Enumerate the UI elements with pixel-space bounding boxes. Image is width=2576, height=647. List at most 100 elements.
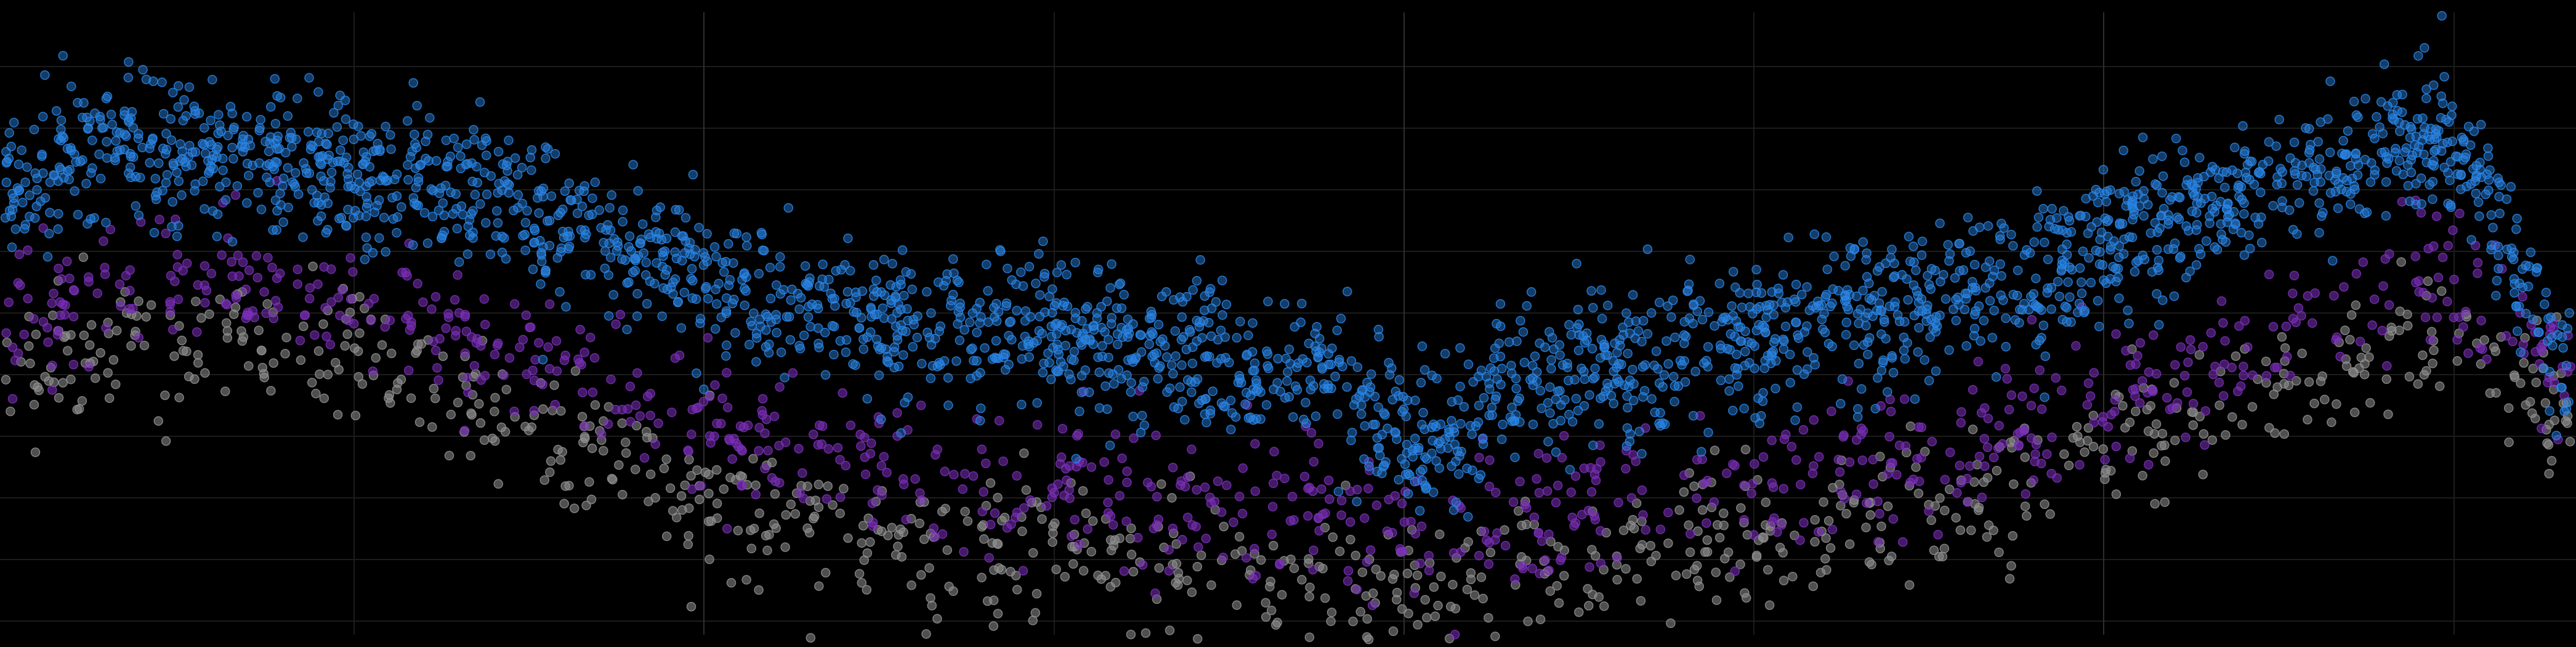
data-point [1037,328,1047,338]
data-point [2492,275,2502,286]
data-point [150,174,161,184]
data-point [1250,543,1259,554]
data-point [1663,508,1673,518]
data-point [168,325,178,335]
data-point [434,188,445,198]
data-point [1909,257,1919,267]
data-point [2514,301,2524,311]
data-point [2431,211,2442,221]
data-point [2360,94,2370,104]
data-point [983,286,993,296]
data-point [1182,512,1193,523]
data-point [2135,398,2145,408]
data-point [233,250,243,261]
data-point [1951,315,1961,325]
data-point [1581,328,1592,338]
data-point [916,401,926,410]
data-point [650,439,660,449]
data-point [2170,360,2180,370]
data-point [820,568,831,578]
data-point [1166,360,1177,370]
data-point [2564,308,2574,318]
data-point [764,348,774,358]
data-point [361,202,372,213]
data-point [2089,368,2099,378]
data-point [1590,515,1601,525]
data-point [1302,357,1312,368]
data-point [2047,204,2057,214]
data-point [564,242,575,251]
data-point [1197,333,1207,343]
data-point [125,285,135,296]
data-point [2032,222,2042,232]
data-point [1945,249,1955,259]
data-point [1913,291,1923,301]
data-point [835,492,846,502]
data-point [692,465,702,475]
data-point [1465,421,1476,431]
data-point [527,145,537,155]
data-point [982,259,991,269]
data-point [644,497,653,507]
data-point [804,301,814,312]
data-point [2249,179,2259,189]
data-point [499,176,510,186]
data-point [1208,386,1218,396]
data-point [1546,364,1556,374]
data-point [2168,244,2179,254]
data-point [490,436,500,446]
data-point [2341,149,2352,159]
data-point [876,526,887,536]
data-point [124,304,135,314]
data-point [657,311,667,321]
data-point [1420,595,1430,605]
data-point [453,142,463,153]
data-point [672,298,683,307]
data-point [2001,313,2011,324]
data-point [1333,486,1344,497]
data-point [1188,285,1198,295]
data-point [1409,588,1419,598]
data-point [1168,462,1178,473]
data-point [58,299,68,309]
data-point [1301,397,1310,408]
data-point [604,311,614,321]
data-point [1996,290,2006,300]
data-point [2329,291,2339,301]
data-point [66,145,76,155]
data-point [1596,558,1606,568]
data-point [1177,535,1187,545]
data-point [1971,286,1981,296]
data-point [1352,497,1362,507]
data-point [1025,495,1035,505]
data-point [1250,358,1260,368]
data-point [2045,214,2056,225]
data-point [2271,141,2281,151]
data-point [2154,320,2164,330]
data-point [606,374,616,385]
data-point [2040,392,2049,402]
data-point [1594,592,1604,602]
data-point [13,348,23,359]
data-point [182,346,192,357]
data-point [841,460,851,471]
data-point [1177,312,1187,322]
data-point [1312,322,1322,332]
data-point [2493,264,2503,274]
data-point [2335,351,2345,362]
data-point [823,481,833,491]
data-point [700,252,710,262]
data-point [655,202,665,213]
data-point [1769,309,1779,320]
data-point [749,308,759,318]
data-point [828,500,838,510]
data-point [2032,186,2042,196]
data-point [2119,187,2130,197]
data-point [77,396,87,406]
data-point [565,195,575,205]
data-point [1669,372,1679,382]
data-point [587,193,597,203]
data-point [2047,432,2057,442]
data-point [641,258,651,267]
data-point [1292,385,1302,395]
